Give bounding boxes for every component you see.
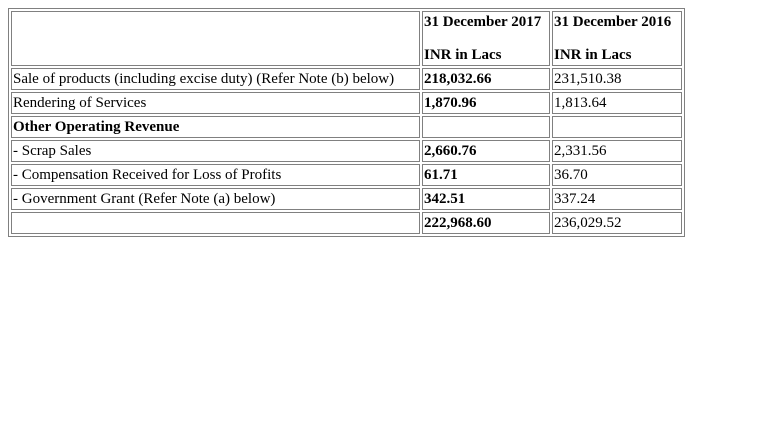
row-label: - Compensation Received for Loss of Prof… bbox=[11, 164, 420, 186]
total-row: 222,968.60 236,029.52 bbox=[11, 212, 682, 234]
row-label: Sale of products (including excise duty)… bbox=[11, 68, 420, 90]
value-2016: 231,510.38 bbox=[552, 68, 682, 90]
row-label: Rendering of Services bbox=[11, 92, 420, 114]
total-2016: 236,029.52 bbox=[552, 212, 682, 234]
table-row: - Government Grant (Refer Note (a) below… bbox=[11, 188, 682, 210]
header-2017: 31 December 2017 INR in Lacs bbox=[422, 11, 550, 66]
value-2016: 2,331.56 bbox=[552, 140, 682, 162]
row-label bbox=[11, 212, 420, 234]
table-row: - Compensation Received for Loss of Prof… bbox=[11, 164, 682, 186]
value-2017: 61.71 bbox=[422, 164, 550, 186]
revenue-table: 31 December 2017 INR in Lacs 31 December… bbox=[8, 8, 685, 237]
header-2016-unit: INR in Lacs bbox=[554, 47, 632, 63]
table-header-row: 31 December 2017 INR in Lacs 31 December… bbox=[11, 11, 682, 66]
header-2017-unit: INR in Lacs bbox=[424, 47, 502, 63]
value-2017: 2,660.76 bbox=[422, 140, 550, 162]
value-2016: 1,813.64 bbox=[552, 92, 682, 114]
row-label: - Government Grant (Refer Note (a) below… bbox=[11, 188, 420, 210]
header-2016: 31 December 2016 INR in Lacs bbox=[552, 11, 682, 66]
value-2017: 1,870.96 bbox=[422, 92, 550, 114]
revenue-table-container: 31 December 2017 INR in Lacs 31 December… bbox=[8, 8, 685, 237]
table-row: Rendering of Services 1,870.96 1,813.64 bbox=[11, 92, 682, 114]
table-row: Sale of products (including excise duty)… bbox=[11, 68, 682, 90]
section-heading: Other Operating Revenue bbox=[11, 116, 420, 138]
table-row: Other Operating Revenue bbox=[11, 116, 682, 138]
header-2017-date: 31 December 2017 bbox=[424, 14, 542, 30]
value-2016: 337.24 bbox=[552, 188, 682, 210]
header-2016-date: 31 December 2016 bbox=[554, 14, 672, 30]
row-label: - Scrap Sales bbox=[11, 140, 420, 162]
value-2016 bbox=[552, 116, 682, 138]
table-row: - Scrap Sales 2,660.76 2,331.56 bbox=[11, 140, 682, 162]
value-2017: 342.51 bbox=[422, 188, 550, 210]
total-2017: 222,968.60 bbox=[422, 212, 550, 234]
header-empty-cell bbox=[11, 11, 420, 66]
value-2017: 218,032.66 bbox=[422, 68, 550, 90]
value-2017 bbox=[422, 116, 550, 138]
value-2016: 36.70 bbox=[552, 164, 682, 186]
